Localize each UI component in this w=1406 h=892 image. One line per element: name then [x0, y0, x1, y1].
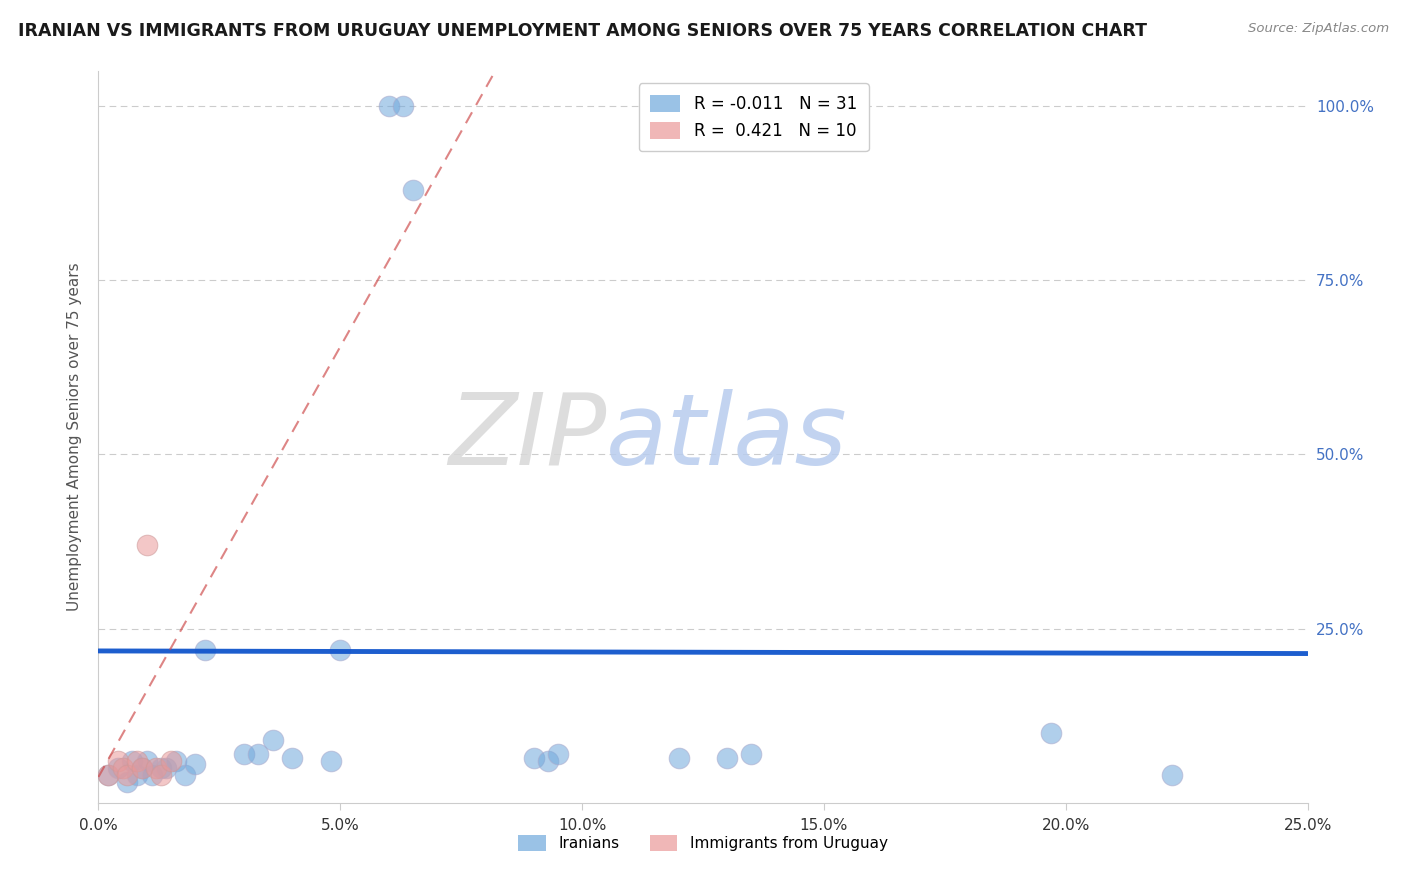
Point: [377, 99, 399, 113]
Point: [121, 754, 143, 768]
Point: [107, 754, 129, 768]
Point: [232, 747, 254, 761]
Point: [97, 768, 120, 782]
Point: [547, 747, 569, 761]
Point: [150, 761, 173, 775]
Point: [135, 754, 157, 768]
Point: [716, 750, 738, 764]
Text: Source: ZipAtlas.com: Source: ZipAtlas.com: [1249, 22, 1389, 36]
Point: [1161, 768, 1184, 782]
Point: [174, 768, 197, 782]
Text: ZIP: ZIP: [449, 389, 606, 485]
Point: [117, 768, 139, 782]
Point: [740, 747, 762, 761]
Point: [107, 761, 129, 775]
Point: [1040, 726, 1063, 740]
Point: [165, 754, 187, 768]
Point: [392, 99, 415, 113]
Point: [262, 733, 284, 747]
Y-axis label: Unemployment Among Seniors over 75 years: Unemployment Among Seniors over 75 years: [67, 263, 83, 611]
Point: [127, 768, 149, 782]
Point: [537, 754, 560, 768]
Point: [194, 642, 217, 657]
Point: [247, 747, 270, 761]
Point: [141, 768, 163, 782]
Point: [402, 183, 425, 197]
Text: IRANIAN VS IMMIGRANTS FROM URUGUAY UNEMPLOYMENT AMONG SENIORS OVER 75 YEARS CORR: IRANIAN VS IMMIGRANTS FROM URUGUAY UNEMP…: [18, 22, 1147, 40]
Point: [145, 761, 167, 775]
Point: [523, 750, 546, 764]
Point: [281, 750, 304, 764]
Point: [319, 754, 342, 768]
Point: [668, 750, 690, 764]
Point: [155, 761, 177, 775]
Point: [97, 768, 120, 782]
Point: [329, 642, 352, 657]
Point: [135, 538, 157, 552]
Point: [111, 761, 134, 775]
Point: [160, 754, 183, 768]
Legend: Iranians, Immigrants from Uruguay: Iranians, Immigrants from Uruguay: [512, 830, 894, 857]
Point: [131, 761, 153, 775]
Text: atlas: atlas: [606, 389, 848, 485]
Point: [131, 761, 153, 775]
Point: [127, 754, 149, 768]
Point: [150, 768, 173, 782]
Point: [117, 775, 139, 789]
Point: [184, 757, 207, 772]
